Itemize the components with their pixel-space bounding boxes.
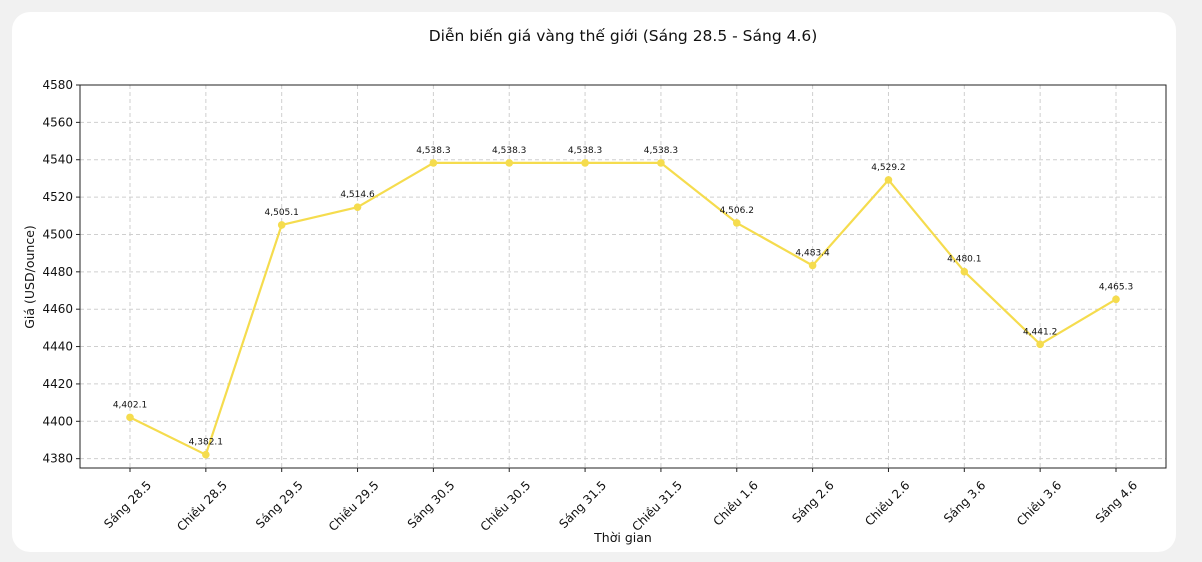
x-axis: Sáng 28.5 Chiều 28.5 Sáng 29.5 Chiều 29.5 Sá…	[101, 468, 1140, 534]
x-tick-label: Sáng 29.5	[253, 478, 306, 531]
x-tick-label: Sáng 4.6	[1093, 478, 1140, 525]
data-label: 4,506.2	[720, 206, 754, 216]
x-tick-label: Chiều 30.5	[478, 478, 534, 534]
data-label: 4,382.1	[189, 438, 223, 448]
y-tick-label: 4440	[42, 340, 73, 354]
x-tick-label: Chiều 2.6	[862, 478, 912, 528]
data-label: 4,538.3	[492, 146, 526, 156]
y-tick-label: 4580	[42, 78, 73, 92]
data-label: 4,538.3	[644, 146, 678, 156]
y-tick-label: 4380	[42, 452, 73, 466]
x-tick-label: Sáng 30.5	[405, 478, 458, 531]
data-label: 4,505.1	[265, 208, 299, 218]
data-point	[657, 159, 665, 167]
data-point	[884, 176, 893, 184]
data-label: 4,402.1	[113, 400, 147, 410]
data-label: 4,465.3	[1099, 282, 1133, 292]
x-tick-label: Chiều 3.6	[1014, 478, 1064, 528]
data-point	[960, 267, 969, 276]
data-point	[581, 159, 589, 167]
data-labels: 4,402.1 4,382.1 4,505.1 4,514.6 4,538.3 4,538…	[113, 146, 1133, 448]
data-point	[202, 450, 210, 459]
data-label: 4,538.3	[568, 146, 602, 156]
x-tick-label: Sáng 3.6	[941, 478, 988, 525]
x-tick-label: Chiều 1.6	[711, 478, 761, 528]
y-tick-label: 4500	[42, 227, 73, 241]
data-point	[126, 413, 134, 422]
data-point	[808, 261, 817, 270]
data-label: 4,480.1	[947, 255, 981, 265]
data-point	[429, 159, 438, 167]
x-tick-label: Chiều 31.5	[629, 478, 685, 534]
data-point	[732, 219, 741, 227]
y-tick-label: 4400	[42, 414, 73, 428]
data-point	[1036, 340, 1044, 349]
y-tick-label: 4480	[42, 265, 73, 279]
x-tick-label: Sáng 2.6	[789, 478, 836, 525]
y-tick-label: 4420	[42, 377, 73, 391]
data-label: 4,483.4	[795, 248, 830, 258]
data-point	[353, 203, 362, 211]
grid	[80, 84, 1166, 468]
chart-title: Diễn biến giá vàng thế giới (Sáng 28.5 -…	[429, 27, 818, 45]
data-label: 4,529.2	[871, 163, 905, 173]
data-point	[1112, 295, 1120, 304]
data-label: 4,538.3	[416, 146, 450, 156]
y-tick-label: 4560	[42, 115, 73, 129]
x-tick-label: Chiều 28.5	[174, 478, 230, 534]
data-points	[126, 159, 1120, 459]
y-axis: 4380 4400 4420 4440 4460 4480 4500 4520 4540 4560…	[42, 78, 80, 466]
y-axis-label: Giá (USD/ounce)	[22, 225, 37, 329]
data-point	[505, 159, 514, 167]
plot-area	[79, 84, 1167, 469]
x-tick-label: Chiều 29.5	[326, 478, 382, 534]
data-point	[277, 221, 286, 229]
y-tick-label: 4520	[42, 190, 73, 204]
series-line	[129, 161, 1117, 456]
x-axis-label: Thời gian	[593, 530, 652, 545]
y-tick-label: 4460	[42, 302, 73, 316]
data-label: 4,441.2	[1023, 327, 1057, 337]
x-tick-label: Sáng 31.5	[556, 478, 609, 531]
data-label: 4,514.6	[340, 190, 375, 200]
x-tick-label: Sáng 28.5	[101, 478, 154, 531]
y-tick-label: 4540	[42, 153, 73, 167]
